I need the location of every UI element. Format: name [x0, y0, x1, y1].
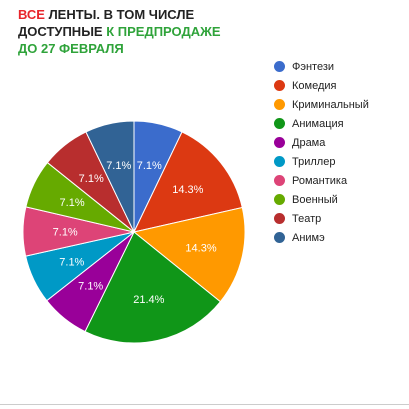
legend-label: Анимация	[292, 117, 344, 130]
legend-swatch-icon	[274, 99, 285, 110]
title-line-2: ДОСТУПНЫЕ К ПРЕДПРОДАЖЕ	[18, 23, 278, 40]
legend-label: Драма	[292, 136, 326, 149]
legend-item-10[interactable]: Анимэ	[274, 228, 369, 247]
legend-label: Военный	[292, 193, 338, 206]
legend-swatch-icon	[274, 80, 285, 91]
legend-item-9[interactable]: Театр	[274, 209, 369, 228]
legend-label: Криминальный	[292, 98, 369, 111]
slice-label-3: 14.3%	[185, 243, 216, 255]
legend-item-3[interactable]: Криминальный	[274, 95, 369, 114]
legend-item-7[interactable]: Романтика	[274, 171, 369, 190]
slice-label-10: 7.1%	[106, 160, 131, 172]
legend-label: Фэнтези	[292, 60, 335, 73]
title-green-part-1: К ПРЕДПРОДАЖЕ	[106, 24, 221, 39]
slice-label-5: 7.1%	[78, 280, 103, 292]
legend-swatch-icon	[274, 194, 285, 205]
legend-item-8[interactable]: Военный	[274, 190, 369, 209]
legend-item-2[interactable]: Комедия	[274, 76, 369, 95]
slice-label-2: 14.3%	[172, 184, 203, 196]
legend-swatch-icon	[274, 232, 285, 243]
legend-label: Комедия	[292, 79, 337, 92]
title-dark-part-1: ЛЕНТЫ. В ТОМ ЧИСЛЕ	[44, 7, 195, 22]
slice-label-6: 7.1%	[59, 256, 84, 268]
title-red-part: ВСЕ	[18, 7, 45, 22]
slice-label-8: 7.1%	[60, 197, 85, 209]
legend-label: Анимэ	[292, 231, 325, 244]
slice-label-9: 7.1%	[79, 173, 104, 185]
pie-slice-3[interactable]	[132, 206, 246, 303]
slice-label-4: 21.4%	[133, 294, 164, 306]
pie-slice-2[interactable]	[133, 131, 243, 233]
title-dark-part-2: ДОСТУПНЫЕ	[18, 24, 107, 39]
slice-label-7: 7.1%	[53, 227, 78, 239]
slice-label-1: 7.1%	[137, 160, 162, 172]
legend-item-5[interactable]: Драма	[274, 133, 369, 152]
title-line-3: ДО 27 ФЕВРАЛЯ	[18, 40, 278, 57]
title-green-part-2: ДО 27 ФЕВРАЛЯ	[18, 41, 124, 56]
legend-swatch-icon	[274, 213, 285, 224]
chart-legend: Фэнтези Комедия Криминальный Анимация Драма Т…	[274, 57, 369, 247]
legend-item-4[interactable]: Анимация	[274, 114, 369, 133]
pie-slice-4[interactable]	[84, 231, 222, 344]
legend-swatch-icon	[274, 61, 285, 72]
legend-swatch-icon	[274, 137, 285, 148]
title-line-1: ВСЕ ЛЕНТЫ. В ТОМ ЧИСЛЕ	[18, 6, 278, 23]
legend-label: Романтика	[292, 174, 348, 187]
legend-swatch-icon	[274, 156, 285, 167]
legend-swatch-icon	[274, 175, 285, 186]
pie-slice-10[interactable]	[85, 120, 135, 233]
legend-item-6[interactable]: Триллер	[274, 152, 369, 171]
legend-label: Театр	[292, 212, 322, 225]
bottom-divider	[0, 404, 409, 405]
chart-title: ВСЕ ЛЕНТЫ. В ТОМ ЧИСЛЕ ДОСТУПНЫЕ К ПРЕДП…	[18, 6, 278, 57]
legend-swatch-icon	[274, 118, 285, 129]
legend-item-1[interactable]: Фэнтези	[274, 57, 369, 76]
legend-label: Триллер	[292, 155, 336, 168]
